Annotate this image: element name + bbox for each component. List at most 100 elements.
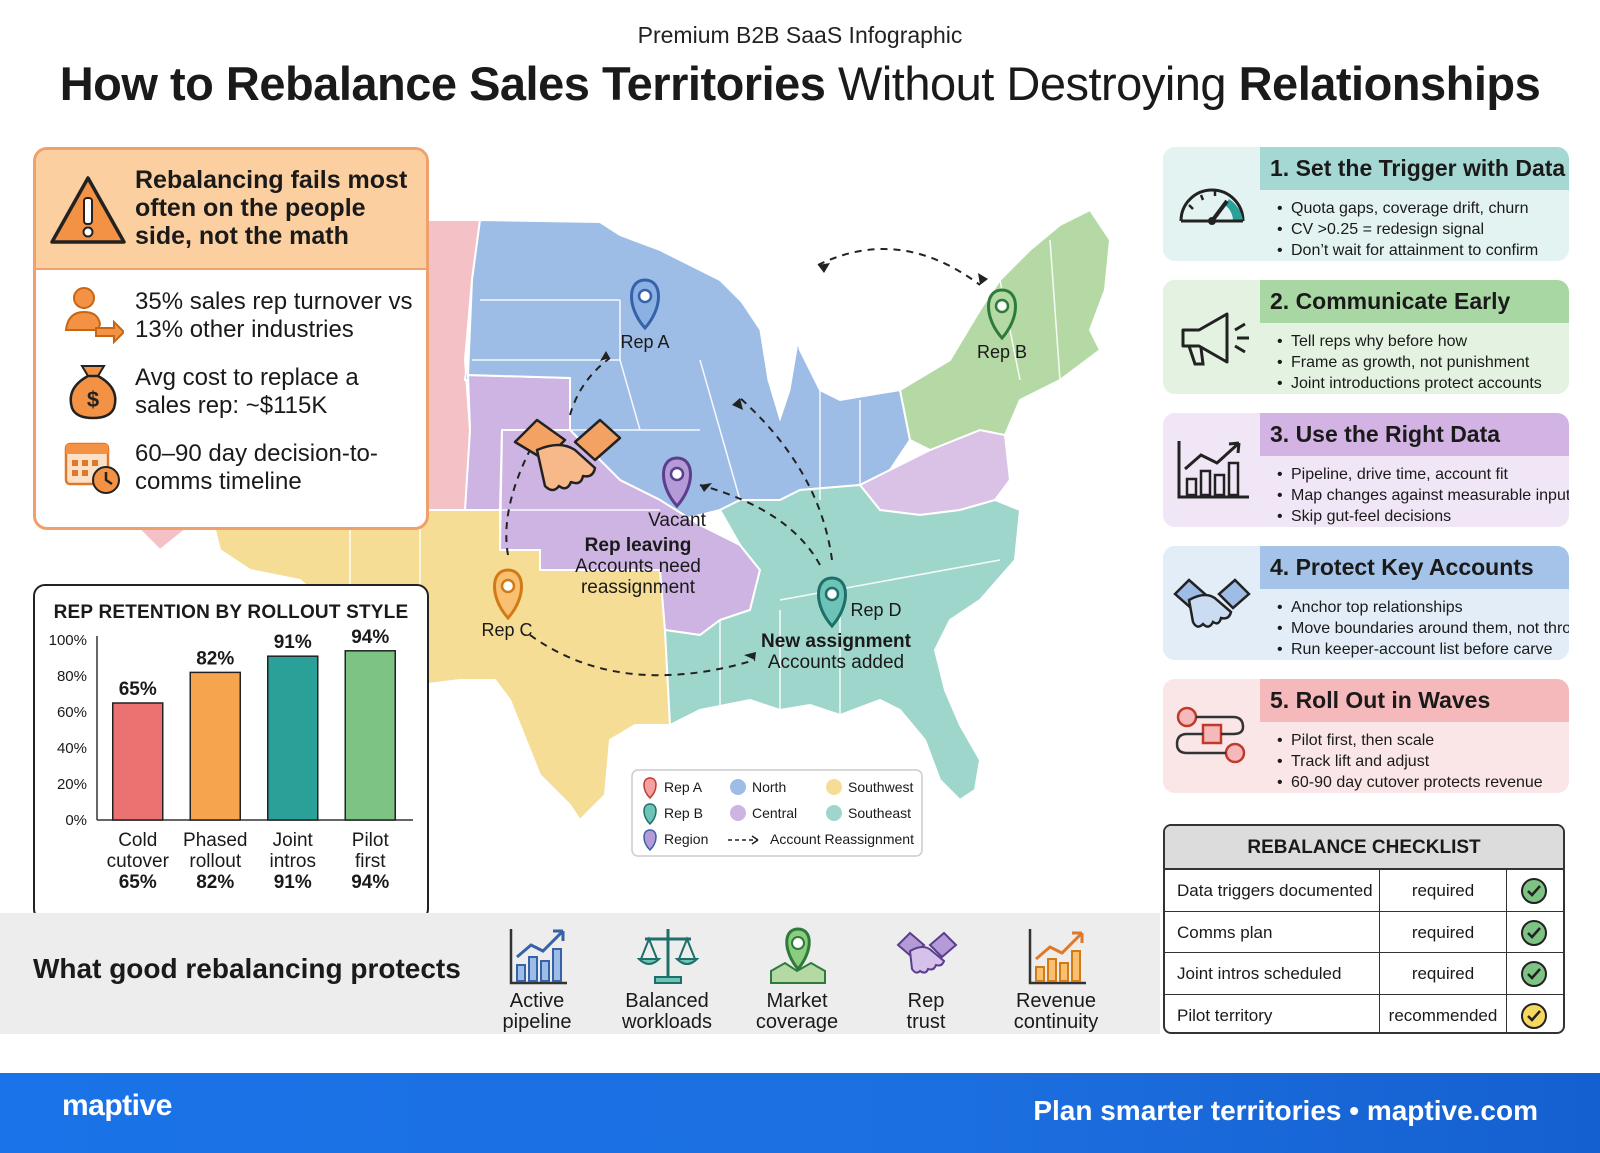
pin-rep-d: [817, 576, 847, 629]
step-icon-panel: [1163, 280, 1260, 394]
step-bullets: Pipeline, drive time, account fitMap cha…: [1275, 464, 1569, 527]
megaphone-icon: [1181, 312, 1249, 366]
checklist-rows: Data triggers documented required Comms pl…: [1165, 870, 1563, 1032]
checklist-row: Pilot territory recommended: [1165, 994, 1563, 1032]
step-icon-panel: [1163, 679, 1260, 793]
checklist-status: required: [1379, 911, 1507, 953]
revenue-chart-icon: [1028, 929, 1086, 985]
check-green-icon[interactable]: [1519, 876, 1549, 906]
y-tick-label: 20%: [57, 776, 87, 793]
protect-item-coverage: Market coverage: [737, 913, 857, 1034]
category-value-label: 94%: [351, 872, 389, 893]
title-bold-end: Relationships: [1238, 57, 1541, 110]
checklist-title: REBALANCE CHECKLIST: [1165, 826, 1563, 870]
step-card-2: 2. Communicate Early Tell reps why before…: [1163, 280, 1569, 394]
checklist-item: Comms plan: [1177, 922, 1273, 942]
arrow-ne-link: [817, 248, 981, 286]
label-rep-a: Rep A: [620, 332, 669, 352]
handshake-icon: [1173, 578, 1251, 628]
chart-title: REP RETENTION BY ROLLOUT STYLE: [53, 602, 409, 623]
svg-text:$: $: [87, 387, 99, 412]
y-tick-label: 100%: [49, 632, 87, 649]
checklist-status: required: [1379, 953, 1507, 994]
calendar-clock-icon: [64, 442, 120, 494]
y-tick-label: 80%: [57, 668, 87, 685]
bar-value-label: 65%: [119, 679, 157, 700]
step-title: 5. Roll Out in Waves: [1260, 679, 1569, 722]
region-southeast: [663, 483, 1022, 802]
bar: [189, 671, 241, 821]
check-green-icon[interactable]: [1519, 959, 1549, 989]
x-tick-label: first: [355, 851, 386, 872]
protect-label-coverage: Market coverage: [755, 990, 839, 1033]
x-tick-label: Phased: [183, 830, 247, 851]
check-green-icon[interactable]: [1519, 918, 1549, 948]
great-lake-east: [840, 340, 930, 385]
maptive-logo[interactable]: maptive: [62, 1089, 172, 1122]
legend-central: Central: [752, 805, 797, 821]
step-title: 1. Set the Trigger with Data: [1260, 147, 1569, 190]
bar: [267, 655, 319, 821]
rep-turnover-icon: [64, 287, 124, 344]
map-legend: Rep A Rep B Region North Central Account…: [631, 769, 923, 857]
protect-label-trust: Rep trust: [906, 990, 946, 1033]
protect-label-revenue: Revenue continuity: [1013, 990, 1099, 1033]
warning-icon: [50, 176, 126, 244]
label-new-assignment: New assignment: [761, 631, 912, 652]
label-rep-b: Rep B: [977, 342, 1027, 362]
step-bullet: Quota gaps, coverage drift, churn: [1275, 198, 1538, 219]
label-vacant: Vacant: [648, 510, 706, 531]
title-bold-start: How to Rebalance Sales Territories: [59, 57, 826, 110]
stat-turnover-text: 35% sales rep turnover vs 13% other indu…: [135, 288, 413, 343]
step-bullet: Frame as growth, not punishment: [1275, 352, 1542, 373]
rebalance-checklist: REBALANCE CHECKLIST Data triggers docume…: [1163, 824, 1565, 1034]
label-rep-leaving-sub2: reassignment: [581, 577, 696, 598]
legend-reassign: Account Reassignment: [770, 831, 914, 847]
protects-title: What good rebalancing protects: [33, 953, 461, 984]
pin-rep-a: [630, 278, 660, 331]
checklist-status: recommended: [1379, 994, 1507, 1032]
y-tick-label: 0%: [65, 812, 87, 829]
label-rep-d: Rep D: [850, 600, 901, 620]
step-bullet: Move boundaries around them, not through: [1275, 618, 1569, 639]
bar: [112, 702, 164, 821]
step-bullets: Anchor top relationshipsMove boundaries …: [1275, 597, 1569, 660]
x-tick-label: intros: [270, 851, 316, 872]
bar-value-label: 91%: [274, 632, 312, 653]
kicker: Premium B2B SaaS Infographic: [637, 22, 963, 48]
arrow-c-to-d: [529, 634, 756, 677]
step-bullet: Map changes against measurable inputs: [1275, 485, 1569, 506]
x-tick-label: Cold: [118, 830, 157, 851]
checklist-item: Pilot territory: [1177, 1005, 1273, 1025]
step-icon-panel: [1163, 546, 1260, 660]
protect-item-pipeline: Active pipeline: [477, 913, 597, 1034]
category-value-label: 65%: [119, 872, 157, 893]
y-tick-label: 40%: [57, 740, 87, 757]
bar-value-label: 94%: [351, 627, 389, 648]
footer-tagline[interactable]: Plan smarter territories • maptive.com: [1033, 1095, 1538, 1126]
step-bullets: Pilot first, then scaleTrack lift and ad…: [1275, 730, 1543, 793]
step-card-3: 3. Use the Right Data Pipeline, drive tim…: [1163, 413, 1569, 527]
category-value-label: 82%: [196, 872, 234, 893]
check-yellow-icon[interactable]: [1519, 1001, 1549, 1031]
legend-southwest: Southwest: [848, 779, 913, 795]
y-tick-label: 60%: [57, 704, 87, 721]
step-card-1: 1. Set the Trigger with Data Quota gaps, …: [1163, 147, 1569, 261]
retention-chart-card: REP RETENTION BY ROLLOUT STYLE 0% 20% 40% 6…: [33, 584, 429, 921]
checklist-row: Comms plan required: [1165, 911, 1563, 953]
step-bullet: Anchor top relationships: [1275, 597, 1569, 618]
legend-north: North: [752, 779, 786, 795]
legend-region: Region: [664, 831, 708, 847]
legend-rep-b: Rep B: [664, 805, 703, 821]
arrow-handshake-to-a: [569, 357, 611, 416]
legend-rep-a: Rep A: [664, 779, 703, 795]
step-icon-panel: [1163, 147, 1260, 261]
handshake-icon: [896, 931, 958, 974]
protect-item-workloads: Balanced workloads: [607, 913, 727, 1034]
x-tick-label: Pilot: [352, 830, 390, 851]
step-card-5: 5. Roll Out in Waves Pilot first, then sc…: [1163, 679, 1569, 793]
step-bullet: Track lift and adjust: [1275, 751, 1543, 772]
pin-rep-c: [493, 568, 523, 621]
step-icon-panel: [1163, 413, 1260, 527]
label-rep-leaving-sub1: Accounts need: [575, 556, 701, 577]
